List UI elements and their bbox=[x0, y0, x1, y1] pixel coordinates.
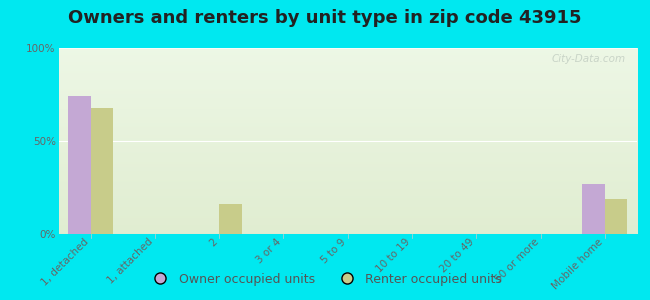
Text: Owners and renters by unit type in zip code 43915: Owners and renters by unit type in zip c… bbox=[68, 9, 582, 27]
Bar bbox=[582, 184, 605, 234]
Bar bbox=[68, 96, 90, 234]
Legend: Owner occupied units, Renter occupied units: Owner occupied units, Renter occupied un… bbox=[143, 268, 507, 291]
Bar bbox=[605, 199, 627, 234]
Text: City-Data.com: City-Data.com bbox=[551, 54, 625, 64]
Bar bbox=[90, 107, 113, 234]
Bar bbox=[219, 204, 242, 234]
